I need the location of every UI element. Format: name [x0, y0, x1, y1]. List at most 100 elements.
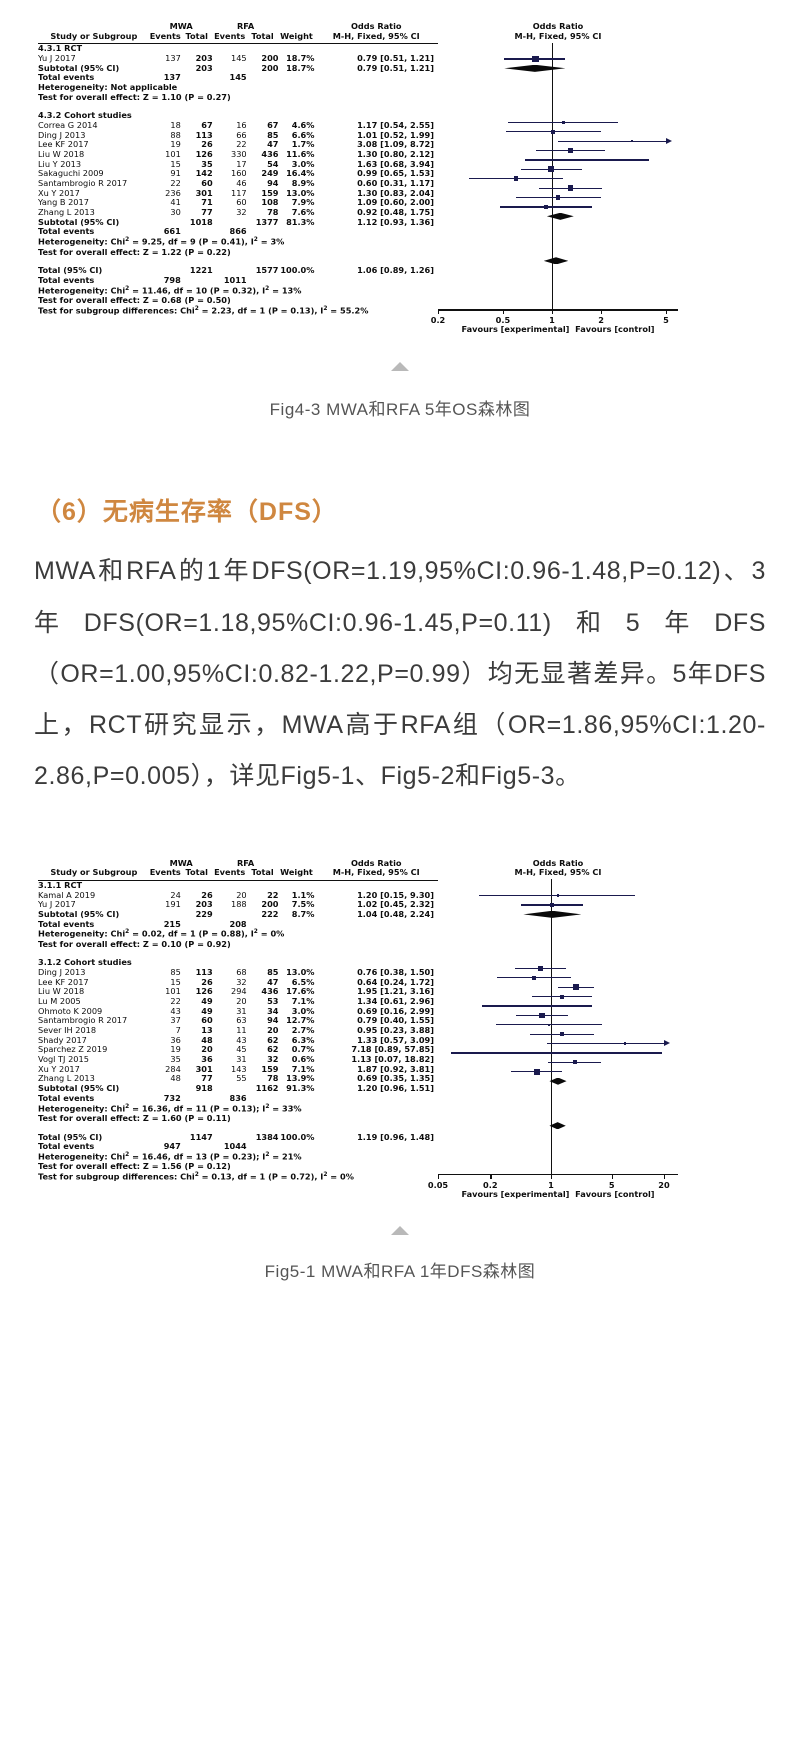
cell-events-rfa: 11: [236, 1025, 247, 1036]
table-row: Xu Y 2017 284 301 143 159 7.1% 1.87 [0.92, 3.8…: [38, 1063, 438, 1075]
pooled-diamond: [523, 910, 582, 918]
cell-events-rfa: 17: [236, 158, 247, 169]
effect-marker: [544, 204, 549, 209]
cell-study: Subtotal (95% CI): [38, 1083, 120, 1094]
cell-events-rfa: 46: [236, 178, 247, 189]
table-row: Ding J 2013 88 113 66 85 6.6% 1.01 [0.52, 1.99…: [38, 129, 438, 141]
figure2-caption: Fig5-1 MWA和RFA 1年DFS森林图: [264, 1262, 536, 1282]
figure1-caption-block: Fig4-3 MWA和RFA 5年OS森林图: [0, 362, 800, 420]
x-axis-caption: Favours [experimental] Favours [control]: [438, 324, 678, 334]
cell-events-rfa: 31: [236, 1054, 247, 1065]
section-title: （6）无病生存率（DFS）: [36, 498, 338, 527]
cell-study: Lu M 2005: [38, 996, 81, 1007]
x-axis-tick: [611, 1174, 614, 1180]
x-axis-tick-label: 1: [549, 315, 555, 326]
table-row: Lu M 2005 22 49 20 53 7.1% 1.34 [0.61, 2.96]: [38, 996, 438, 1007]
cell-events-mwa: 7: [175, 1025, 181, 1036]
subgroup-header: 4.3.2 Cohort studies: [38, 110, 132, 121]
axis-label-left: Favours [experimental]: [461, 324, 570, 335]
cell-events-rfa: 20: [236, 996, 247, 1007]
x-axis-tick: [502, 309, 505, 315]
effect-marker: [550, 129, 555, 134]
cell-weight: 6.3%: [291, 1034, 315, 1045]
cell-odds-ratio: 0.69 [0.35, 1.35]: [357, 1073, 434, 1084]
axis-label-left: Favours [experimental]: [461, 1189, 570, 1200]
cell-odds-ratio: 0.99 [0.65, 1.53]: [357, 168, 434, 179]
cell-total-rfa: 249: [261, 168, 279, 179]
cell-odds-ratio: 1.20 [0.15, 9.30]: [357, 889, 434, 900]
table-row: Santambrogio R 2017 37 60 63 94 12.7% 0.79 [0.…: [38, 1016, 438, 1026]
header-odds-ratio: Odds Ratio: [350, 21, 402, 31]
cell-events-rfa: 68: [236, 967, 247, 978]
cell-total-rfa: 108: [261, 197, 279, 208]
table-row: Kamal A 2019 24 26 20 22 1.1% 1.20 [0.15, 9.30…: [38, 889, 438, 901]
cell-weight: 6.5%: [291, 976, 315, 987]
effect-marker: [573, 983, 580, 991]
pooled-diamond: [543, 257, 569, 265]
table-row: Shady 2017 36 48 43 62 6.3% 1.33 [0.57, 3.09]: [38, 1034, 438, 1046]
cell-weight: 8.7%: [291, 909, 315, 919]
cell-events-rfa: 145: [230, 53, 247, 64]
cell-weight: 0.7%: [291, 1044, 315, 1055]
cell-total-mwa: 35: [201, 158, 213, 169]
cell-total-mwa: 142: [195, 168, 213, 179]
section-paragraph: MWA和RFA的1年DFS(OR=1.19,95%CI:0.96-1.48,P=…: [34, 557, 766, 791]
cell-study: Xu Y 2017: [38, 1063, 80, 1074]
header-odds-ratio: Odds Ratio: [350, 857, 402, 868]
total-events-row: Total events 215 208: [38, 918, 247, 929]
cell-total-rfa: 54: [267, 158, 279, 169]
cell-odds-ratio: 1.20 [0.96, 1.51]: [357, 1083, 434, 1094]
table-row: Zhang L 2013 30 77 32 78 7.6% 0.92 [0.48, 1.75…: [38, 207, 438, 218]
effect-marker: [624, 1042, 627, 1045]
header-events-2: Events: [214, 867, 246, 878]
subgroup-header: 3.1.1 RCT: [38, 879, 83, 890]
cell-odds-ratio: 0.60 [0.31, 1.17]: [357, 178, 434, 189]
cell-odds-ratio: 1.09 [0.60, 2.00]: [357, 197, 434, 208]
cell-odds-ratio: 0.79 [0.51, 1.21]: [357, 62, 434, 73]
cell-total-mwa: 1018: [189, 216, 213, 227]
plot-title: Odds Ratio M-H, Fixed, 95% CI: [514, 857, 602, 878]
cell-total-mwa: 26: [201, 889, 213, 900]
forest-plot: Odds Ratio M-H, Fixed, 95% CI 0.2 0.5 1 2 5 Fav…: [431, 21, 678, 334]
ci-line: [546, 1042, 664, 1045]
cell-study: Total (95% CI): [38, 1131, 103, 1142]
cell-events-mwa: 43: [170, 1005, 181, 1016]
cell-weight: 7.1%: [291, 996, 315, 1007]
cell-weight: 1.1%: [291, 889, 315, 900]
cell-total-mwa: 126: [195, 149, 213, 160]
up-triangle-icon: [391, 1226, 409, 1236]
ci-arrow-right: [666, 137, 672, 144]
cell-odds-ratio: 0.92 [0.48, 1.75]: [357, 207, 434, 218]
x-axis-tick: [438, 1174, 440, 1180]
cell-study: Yu J 2017: [38, 53, 76, 64]
cell-weight: 13.0%: [286, 967, 315, 978]
header-study: Study or Subgroup: [50, 867, 138, 878]
effect-marker: [532, 55, 539, 63]
cell-events-mwa: 15: [170, 158, 181, 169]
cell-total-rfa: 436: [261, 149, 279, 160]
cell-weight: 6.6%: [291, 129, 315, 140]
effect-marker: [561, 120, 565, 124]
cell-weight: 16.4%: [286, 168, 315, 179]
cell-total-rfa: 22: [267, 889, 279, 900]
effect-marker: [547, 1023, 551, 1026]
cell-total-mwa: 113: [195, 967, 213, 978]
cell-events-rfa: 143: [230, 1063, 247, 1074]
cell-odds-ratio: 1.87 [0.92, 3.81]: [357, 1063, 434, 1074]
statistic-row: Heterogeneity: Chi2 = 0.02, df = 1 (P = …: [38, 929, 285, 940]
cell-total-mwa: 26: [201, 139, 213, 150]
effect-marker: [513, 176, 519, 181]
cell-weight: 3.0%: [291, 158, 315, 169]
cell-events-mwa: 15: [170, 976, 181, 987]
table-row: Lee KF 2017 15 26 32 47 6.5% 0.64 [0.24, 1.72]: [38, 976, 438, 988]
cell-total-mwa: 13: [201, 1025, 213, 1036]
cell-weight: 8.9%: [291, 178, 315, 189]
cell-events-mwa: 101: [165, 986, 181, 997]
statistic-row: Heterogeneity: Chi2 = 9.25, df = 9 (P = …: [38, 236, 285, 247]
x-axis-tick-label: 5: [663, 315, 669, 326]
table-row: Sever IH 2018 7 13 11 20 2.7% 0.95 [0.23, 3.88…: [38, 1025, 438, 1036]
cell-weight: 81.3%: [286, 216, 315, 227]
statistic-row: Test for overall effect: Z = 1.60 (P = 0…: [38, 1112, 231, 1123]
cell-total-mwa: 203: [195, 53, 213, 64]
cell-events-mwa: 24: [170, 889, 181, 900]
